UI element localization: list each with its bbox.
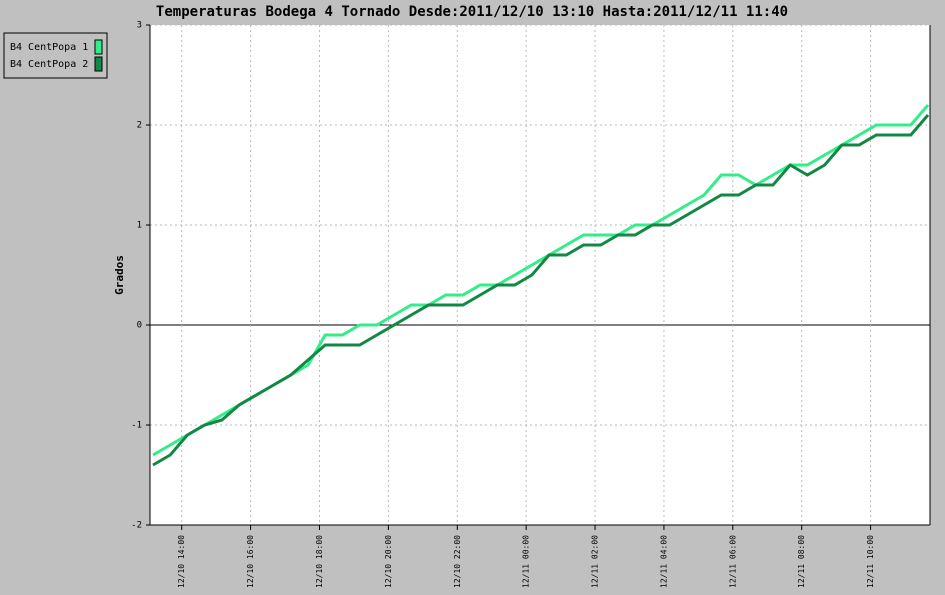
x-tick-label: 12/10 18:00 xyxy=(315,535,324,588)
x-tick-label: 12/10 16:00 xyxy=(246,535,255,588)
x-tick-label: 12/11 02:00 xyxy=(591,535,600,588)
legend-swatch xyxy=(94,39,103,55)
series-line xyxy=(152,114,930,467)
y-tick-label: -1 xyxy=(131,421,142,431)
legend-label: B4 CentPopa 2 xyxy=(10,59,88,70)
legend-swatch xyxy=(94,56,103,72)
y-tick-label: 1 xyxy=(137,221,142,231)
y-tick-label: -2 xyxy=(131,521,142,531)
x-tick-label: 12/11 00:00 xyxy=(522,535,531,588)
legend-label: B4 CentPopa 1 xyxy=(10,42,88,53)
x-tick-label: 12/10 20:00 xyxy=(384,535,393,588)
y-axis-label: Grados xyxy=(113,255,126,295)
x-tick-label: 12/10 22:00 xyxy=(453,535,462,588)
y-tick-label: 2 xyxy=(137,121,142,131)
x-tick-label: 12/11 08:00 xyxy=(797,535,806,588)
chart-title: Temperaturas Bodega 4 Tornado Desde:2011… xyxy=(156,4,788,20)
plot-area xyxy=(150,25,930,525)
x-tick-label: 12/10 14:00 xyxy=(177,535,186,588)
x-tick-label: 12/11 06:00 xyxy=(728,535,737,588)
legend xyxy=(3,32,108,79)
y-tick-label: 3 xyxy=(137,21,142,31)
x-tick-label: 12/11 10:00 xyxy=(866,535,875,588)
x-tick-label: 12/11 04:00 xyxy=(659,535,668,588)
y-tick-label: 0 xyxy=(137,321,142,331)
